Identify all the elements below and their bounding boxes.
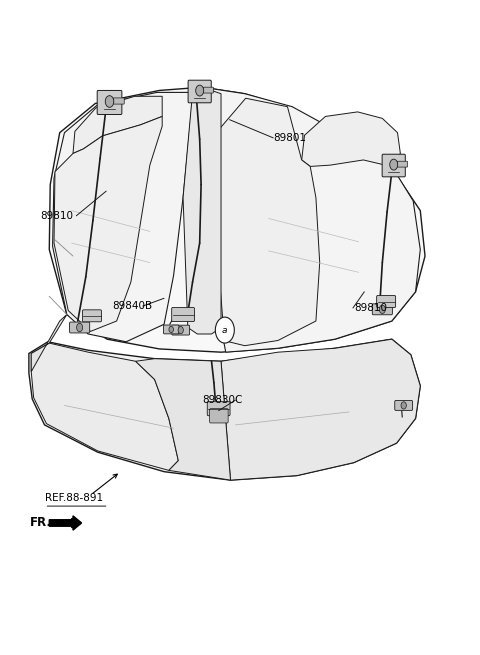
Circle shape (401, 402, 407, 409)
Polygon shape (136, 359, 230, 480)
FancyBboxPatch shape (97, 90, 122, 115)
Text: 89830C: 89830C (202, 395, 242, 405)
Circle shape (105, 96, 114, 107)
Circle shape (196, 85, 204, 96)
Text: 89810: 89810 (40, 211, 73, 221)
Circle shape (178, 326, 183, 334)
FancyBboxPatch shape (397, 161, 408, 167)
Polygon shape (53, 92, 192, 342)
Polygon shape (214, 98, 320, 346)
Text: REF.88-891: REF.88-891 (45, 493, 103, 502)
FancyArrow shape (49, 516, 82, 530)
Polygon shape (29, 339, 420, 480)
FancyBboxPatch shape (163, 325, 179, 334)
Polygon shape (197, 87, 420, 352)
Polygon shape (183, 87, 221, 334)
FancyBboxPatch shape (382, 154, 405, 177)
Text: 89810: 89810 (354, 303, 387, 313)
FancyBboxPatch shape (172, 307, 194, 322)
Polygon shape (49, 87, 425, 352)
Circle shape (216, 317, 234, 343)
FancyBboxPatch shape (188, 80, 211, 103)
FancyBboxPatch shape (83, 310, 101, 322)
FancyBboxPatch shape (70, 322, 90, 333)
Text: 89840B: 89840B (112, 301, 152, 311)
Text: a: a (222, 326, 228, 335)
Polygon shape (31, 343, 179, 470)
Text: FR.: FR. (30, 516, 52, 529)
Polygon shape (31, 314, 67, 371)
FancyBboxPatch shape (210, 409, 228, 423)
FancyBboxPatch shape (207, 402, 230, 416)
Circle shape (77, 324, 83, 331)
FancyBboxPatch shape (203, 87, 214, 93)
Circle shape (169, 326, 173, 333)
Polygon shape (301, 112, 400, 166)
Polygon shape (221, 339, 420, 480)
Polygon shape (73, 96, 162, 153)
Polygon shape (54, 117, 162, 331)
FancyBboxPatch shape (377, 295, 396, 307)
FancyBboxPatch shape (372, 304, 392, 315)
Circle shape (379, 305, 385, 314)
FancyBboxPatch shape (395, 400, 413, 411)
FancyBboxPatch shape (113, 98, 124, 104)
FancyBboxPatch shape (172, 325, 190, 335)
Circle shape (390, 159, 398, 170)
Text: 89801: 89801 (273, 133, 306, 143)
